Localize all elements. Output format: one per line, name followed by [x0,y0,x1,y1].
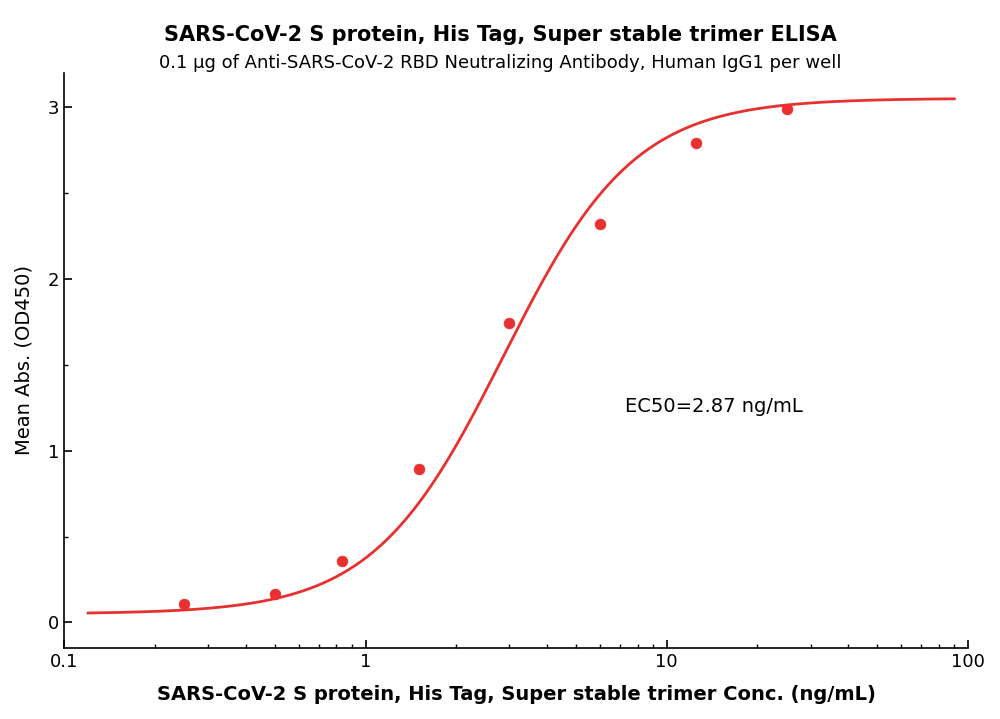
Point [688,137,704,149]
Point [779,103,795,114]
Text: SARS-CoV-2 S protein, His Tag, Super stable trimer ELISA: SARS-CoV-2 S protein, His Tag, Super sta… [164,25,836,45]
Text: EC50=2.87 ng/mL: EC50=2.87 ng/mL [625,397,802,416]
Y-axis label: Mean Abs. (OD450): Mean Abs. (OD450) [15,265,34,455]
Text: 0.1 μg of Anti-SARS-CoV-2 RBD Neutralizing Antibody, Human IgG1 per well: 0.1 μg of Anti-SARS-CoV-2 RBD Neutralizi… [159,54,841,72]
Point [176,599,192,610]
Point [267,588,283,600]
Point [501,318,517,329]
Point [334,556,350,567]
Point [592,218,608,229]
X-axis label: SARS-CoV-2 S protein, His Tag, Super stable trimer Conc. (ng/mL): SARS-CoV-2 S protein, His Tag, Super sta… [157,685,876,704]
Point [411,463,427,475]
